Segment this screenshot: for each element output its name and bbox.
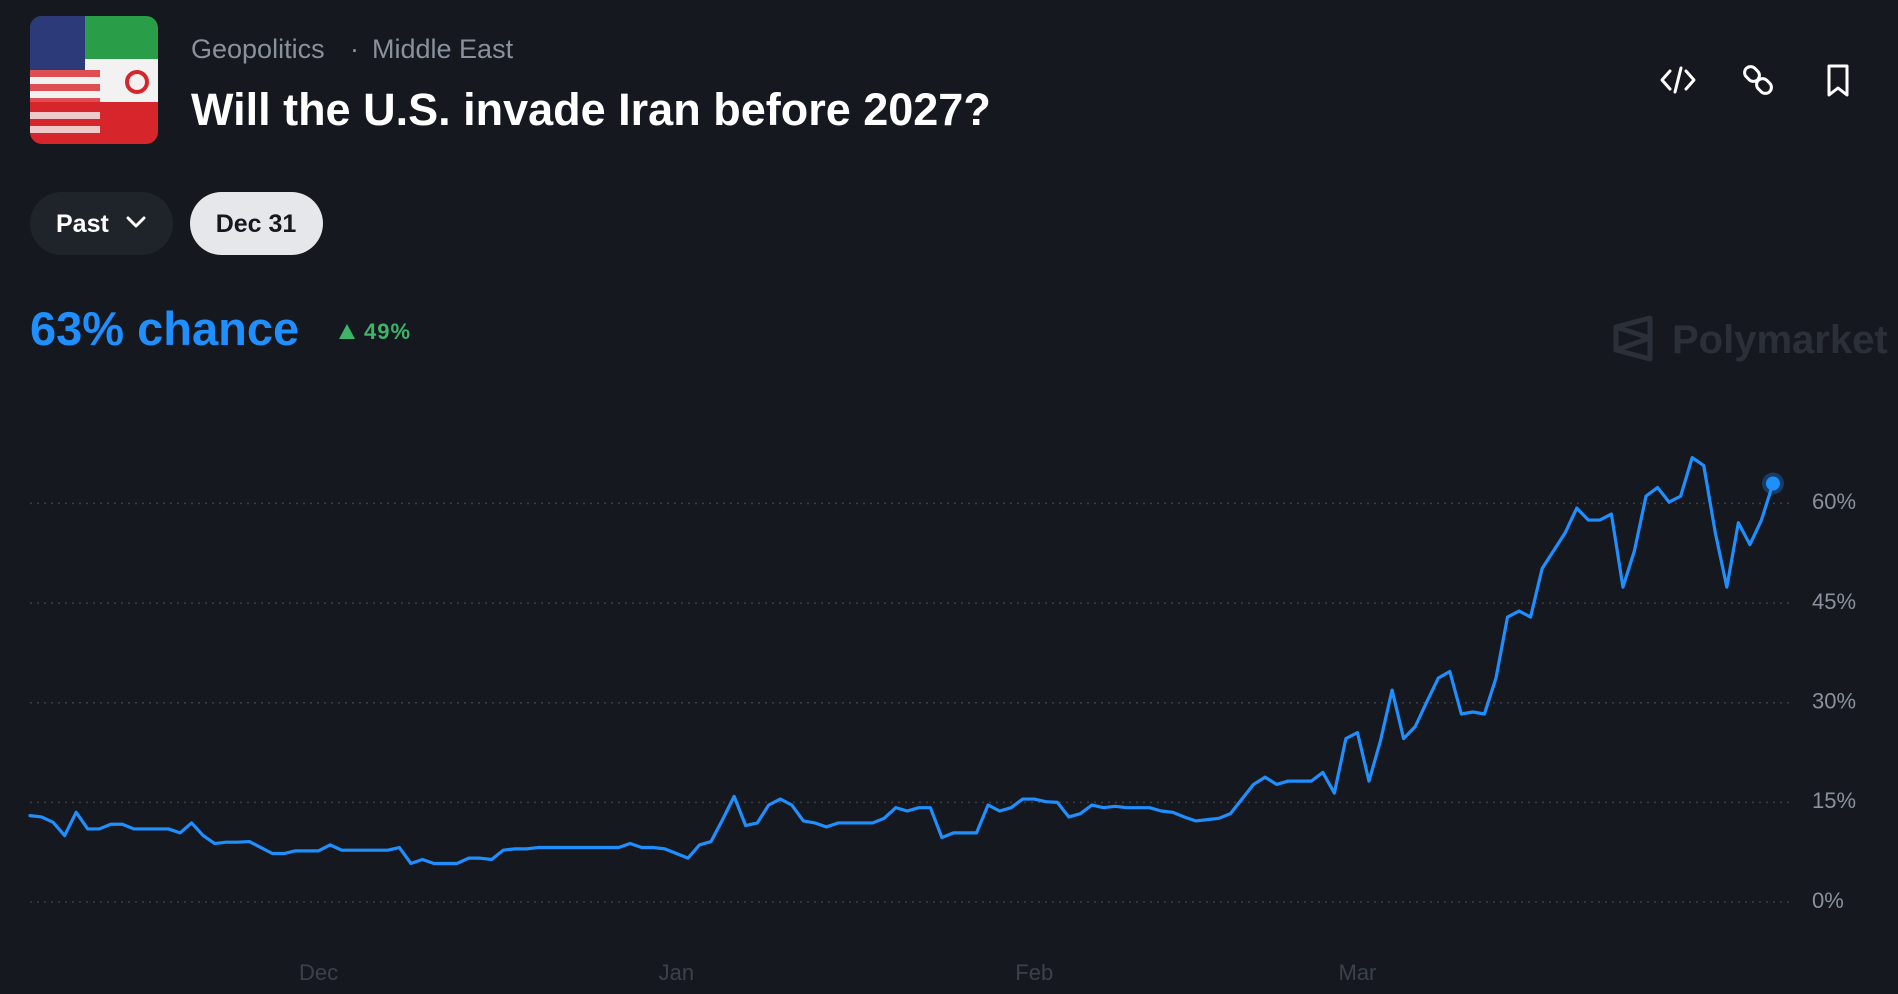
plot: 0% 15% 30% 45% 60% Dec Jan Feb Mar: [28, 455, 1856, 985]
x-tick-label: Feb: [1015, 960, 1053, 985]
x-tick-label: Jan: [659, 960, 694, 985]
current-point: [1766, 476, 1780, 491]
y-tick-label: 15%: [1812, 788, 1856, 813]
y-tick-label: 0%: [1812, 888, 1844, 913]
category-link[interactable]: Geopolitics: [191, 34, 325, 64]
breadcrumb: Geopolitics · Middle East: [191, 34, 514, 64]
price-line: [28, 455, 1775, 866]
bookmark-button[interactable]: [1827, 64, 1849, 97]
y-tick-label: 30%: [1812, 689, 1856, 714]
pill-background[interactable]: [190, 192, 323, 255]
range-label[interactable]: Past: [56, 210, 109, 238]
watermark-text: Polymarket: [1672, 318, 1888, 362]
date-label[interactable]: Dec 31: [216, 210, 297, 238]
separator: ·: [350, 34, 359, 64]
change-value: 49%: [364, 319, 411, 344]
change-arrow: [339, 324, 355, 339]
market-title: Will the U.S. invade Iran before 2027?: [191, 84, 991, 135]
x-tick-label: Dec: [299, 960, 338, 985]
subcategory-link[interactable]: Middle East: [372, 34, 514, 64]
y-tick-label: 60%: [1812, 489, 1856, 514]
range-dropdown[interactable]: Past: [30, 192, 173, 255]
x-tick-label: Mar: [1339, 960, 1377, 985]
embed-button[interactable]: [1660, 66, 1696, 94]
market-icon: [30, 16, 158, 144]
y-tick-label: 45%: [1812, 589, 1856, 614]
date-pill[interactable]: Dec 31: [190, 192, 323, 255]
watermark: Polymarket: [1613, 315, 1888, 362]
pill-background[interactable]: [30, 192, 173, 255]
copy-link-button[interactable]: [1742, 64, 1774, 96]
chance-headline: 63% chance: [30, 302, 299, 355]
